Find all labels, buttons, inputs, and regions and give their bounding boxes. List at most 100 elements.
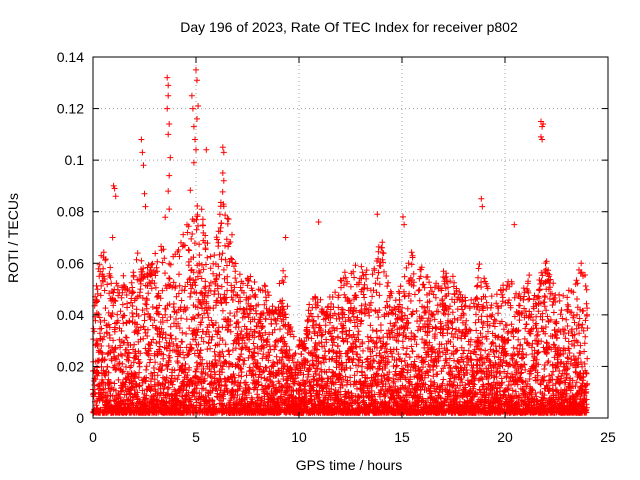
data-point: [215, 291, 222, 297]
data-point: [132, 371, 139, 378]
data-point: [152, 272, 159, 279]
data-point: [240, 289, 247, 296]
data-point: [227, 328, 234, 335]
data-point: [124, 304, 131, 311]
data-point: [149, 372, 156, 379]
data-point: [193, 385, 200, 392]
data-point: [137, 336, 144, 343]
data-point: [198, 275, 205, 282]
data-point: [134, 389, 141, 396]
data-point: [106, 272, 113, 279]
data-point: [306, 301, 313, 308]
data-point: [204, 371, 211, 378]
data-point: [143, 374, 150, 381]
data-point: [158, 325, 165, 332]
data-point: [112, 387, 119, 394]
data-point: [279, 277, 286, 284]
data-point: [385, 279, 392, 286]
data-point: [112, 345, 119, 352]
data-point: [358, 317, 365, 324]
grid-lines: [93, 57, 608, 418]
data-point: [119, 360, 126, 367]
data-point: [98, 363, 105, 370]
data-point: [304, 318, 311, 325]
data-point: [427, 317, 434, 324]
data-point: [130, 272, 137, 279]
data-point: [114, 282, 121, 289]
data-point: [420, 281, 427, 288]
data-point: [208, 336, 215, 343]
data-point: [245, 314, 252, 321]
data-point: [236, 340, 243, 347]
data-point: [100, 249, 107, 256]
data-point: [212, 353, 219, 360]
data-point: [98, 325, 105, 332]
data-point: [188, 235, 195, 242]
data-point: [182, 361, 189, 367]
data-point: [129, 303, 136, 309]
data-point: [409, 348, 416, 355]
data-point: [403, 351, 410, 358]
data-point: [115, 376, 122, 383]
data-point: [230, 297, 236, 303]
data-point: [134, 395, 141, 402]
data-point: [115, 317, 121, 324]
data-point: [231, 313, 238, 319]
data-point: [99, 351, 106, 357]
data-point: [181, 354, 188, 361]
data-point: [208, 317, 215, 324]
data-point: [250, 340, 257, 347]
data-point: [225, 243, 232, 250]
data-point: [215, 239, 222, 246]
data-point: [96, 261, 103, 268]
data-point: [192, 276, 199, 283]
data-point: [217, 224, 224, 231]
data-point: [139, 387, 146, 394]
data-point: [167, 314, 174, 320]
data-point: [222, 212, 229, 219]
data-point: [207, 265, 214, 272]
data-point: [379, 244, 385, 251]
data-point: [182, 283, 189, 290]
data-point: [109, 393, 116, 399]
data-point: [186, 276, 193, 283]
data-point: [207, 253, 214, 260]
data-point: [216, 271, 223, 278]
data-point: [100, 265, 107, 272]
data-point: [222, 242, 228, 249]
data-point: [224, 279, 231, 286]
data-point: [148, 285, 155, 292]
data-point: [232, 268, 239, 275]
data-point: [186, 364, 193, 371]
data-point: [151, 369, 158, 376]
data-point: [219, 363, 226, 370]
data-point: [220, 203, 227, 210]
data-point: [106, 335, 113, 341]
data-point: [347, 283, 354, 290]
data-point: [468, 356, 475, 363]
data-point: [119, 301, 126, 308]
data-point: [159, 319, 166, 326]
data-point: [207, 345, 214, 352]
data-point: [224, 327, 231, 334]
data-point: [160, 246, 167, 253]
data-point: [218, 220, 225, 227]
data-point: [161, 384, 168, 390]
data-point: [416, 286, 423, 293]
data-point: [163, 374, 170, 381]
data-point: [249, 287, 256, 294]
data-point: [96, 314, 103, 321]
data-point: [151, 376, 158, 383]
data-point: [379, 239, 386, 246]
data-point: [165, 384, 172, 391]
data-point: [223, 359, 230, 366]
data-point: [221, 375, 228, 382]
data-point: [151, 280, 158, 287]
data-point: [350, 313, 357, 320]
data-point: [140, 323, 147, 330]
data-point: [138, 257, 145, 264]
data-point: [105, 369, 112, 376]
data-point: [258, 374, 265, 381]
data-point: [191, 240, 198, 247]
data-point: [369, 293, 376, 300]
